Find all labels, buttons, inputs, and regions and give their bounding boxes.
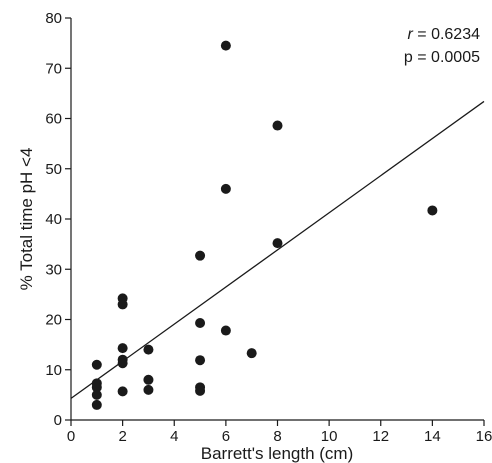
y-axis-label: % Total time pH <4 [17, 148, 36, 291]
y-tick-label: 0 [54, 412, 62, 429]
data-point [91, 389, 102, 400]
y-tick-label: 10 [45, 362, 62, 379]
data-point [427, 205, 438, 216]
x-tick-label: 8 [273, 428, 281, 445]
x-tick-label: 2 [118, 428, 126, 445]
y-tick-label: 70 [45, 60, 62, 77]
y-tick-label: 80 [45, 10, 62, 27]
p-value-annotation: p = 0.0005 [404, 49, 480, 66]
x-tick-label: 12 [372, 428, 389, 445]
data-point [195, 355, 206, 366]
x-tick-label: 0 [67, 428, 75, 445]
data-point [143, 384, 154, 395]
data-point [220, 325, 231, 336]
y-tick-label: 60 [45, 111, 62, 128]
data-points [91, 40, 438, 410]
y-tick-label: 30 [45, 261, 62, 278]
data-point [91, 359, 102, 370]
data-point [246, 348, 257, 359]
x-tick-label: 6 [222, 428, 230, 445]
x-axis-label: Barrett's length (cm) [201, 444, 354, 463]
data-point [143, 374, 154, 385]
data-point [272, 120, 283, 131]
data-point [117, 386, 128, 397]
r-symbol: r [408, 26, 414, 43]
data-point [220, 40, 231, 51]
data-point [91, 382, 102, 393]
data-point [195, 318, 206, 329]
data-point [272, 238, 283, 249]
x-tick-label: 14 [424, 428, 441, 445]
x-tick-label: 10 [321, 428, 338, 445]
data-point [117, 343, 128, 354]
y-tick-label: 20 [45, 312, 62, 329]
data-point [117, 358, 128, 369]
regression-line [70, 100, 485, 399]
data-point [117, 299, 128, 310]
axes [70, 18, 484, 421]
x-ticks: 0 2 4 6 8 10 12 14 16 [67, 420, 492, 445]
y-tick-label: 40 [45, 211, 62, 228]
data-point [91, 399, 102, 410]
data-point [220, 183, 231, 194]
x-tick-label: 16 [476, 428, 492, 445]
r-value: = 0.6234 [413, 26, 480, 43]
y-ticks: 0 10 20 30 40 50 60 70 80 [45, 10, 71, 429]
correlation-annotation: r = 0.6234 [408, 26, 481, 43]
data-point [195, 250, 206, 261]
data-point [143, 344, 154, 355]
y-tick-label: 50 [45, 161, 62, 178]
x-tick-label: 4 [170, 428, 178, 445]
data-point [195, 385, 206, 396]
